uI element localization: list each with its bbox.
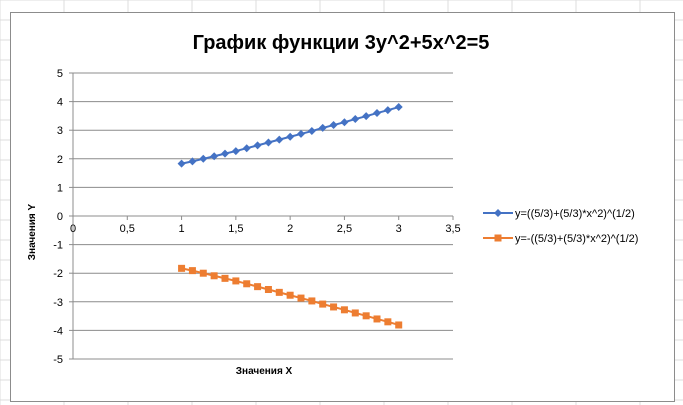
data-point xyxy=(275,135,284,144)
data-point xyxy=(243,280,251,288)
legend-marker xyxy=(494,209,502,217)
legend-label: y=-((5/3)+(5/3)*x^2)^(1/2) xyxy=(515,233,638,245)
data-point xyxy=(394,103,403,112)
data-point xyxy=(286,291,294,299)
data-point xyxy=(232,277,240,285)
data-point xyxy=(286,132,295,141)
data-point xyxy=(395,321,403,329)
data-point xyxy=(177,159,186,168)
data-point xyxy=(210,272,218,280)
data-point xyxy=(362,312,370,320)
data-point xyxy=(242,144,251,153)
y-tick-label: -3 xyxy=(53,297,63,309)
y-tick-label: 3 xyxy=(57,125,63,137)
y-axis-title: Значения Y xyxy=(27,203,38,260)
data-point xyxy=(351,115,360,124)
data-point xyxy=(319,300,327,308)
x-tick-labels: 0 0,5 1 1,5 2 2,5 3 3,5 xyxy=(70,223,461,235)
data-point xyxy=(221,274,229,282)
data-point xyxy=(340,306,348,314)
data-point xyxy=(210,152,219,161)
data-point xyxy=(188,157,197,166)
legend[interactable]: y=((5/3)+(5/3)*x^2)^(1/2) y=-((5/3)+(5/3)… xyxy=(483,208,638,245)
legend-marker xyxy=(494,234,502,242)
data-point xyxy=(329,121,338,130)
x-tick-label: 3 xyxy=(396,223,402,235)
y-tick-label: 2 xyxy=(57,154,63,166)
x-tick-label: 0 xyxy=(70,223,76,235)
y-tick-label: 1 xyxy=(57,182,63,194)
data-point xyxy=(384,318,392,326)
x-tick-label: 2 xyxy=(287,223,293,235)
data-point xyxy=(264,286,272,294)
y-tick-labels: -5 -4 -3 -2 -1 0 1 2 3 4 5 xyxy=(53,68,63,366)
data-point xyxy=(188,267,196,275)
data-point xyxy=(254,283,262,291)
y-tick-label: 4 xyxy=(57,97,63,109)
data-point xyxy=(253,141,262,150)
chart-area[interactable]: График функции 3y^2+5x^2=5 -5 -4 -3 -2 -1 0 1 2… xyxy=(10,12,675,402)
chart-canvas: График функции 3y^2+5x^2=5 -5 -4 -3 -2 -1 0 1 2… xyxy=(27,32,638,377)
data-point xyxy=(373,109,381,118)
data-point xyxy=(330,303,338,311)
data-point xyxy=(199,269,207,277)
y-tick-label: -5 xyxy=(53,354,63,366)
chart-title: График функции 3y^2+5x^2=5 xyxy=(193,32,490,54)
data-point xyxy=(383,106,392,115)
data-point xyxy=(178,264,186,272)
data-point xyxy=(308,297,316,305)
data-point xyxy=(373,315,381,323)
data-point xyxy=(351,309,359,317)
y-tick-label: 5 xyxy=(57,68,63,80)
y-tick-label: 0 xyxy=(57,211,63,223)
axes xyxy=(69,72,454,360)
gridlines xyxy=(73,72,453,360)
series-1[interactable] xyxy=(177,103,403,168)
x-tick-label: 2,5 xyxy=(337,223,352,235)
x-tick-label: 1,5 xyxy=(228,223,243,235)
legend-item[interactable]: y=-((5/3)+(5/3)*x^2)^(1/2) xyxy=(483,233,638,245)
legend-label: y=((5/3)+(5/3)*x^2)^(1/2) xyxy=(515,208,635,220)
x-tick-label: 0,5 xyxy=(120,223,135,235)
data-point xyxy=(362,112,371,121)
y-tick-label: -4 xyxy=(53,325,63,337)
data-point xyxy=(340,118,349,127)
y-tick-label: -1 xyxy=(53,240,63,252)
data-point xyxy=(318,123,327,132)
x-tick-label: 3,5 xyxy=(445,223,460,235)
series-layer xyxy=(177,103,403,329)
series-2[interactable] xyxy=(178,264,403,329)
data-point xyxy=(275,288,283,296)
data-point xyxy=(297,294,305,302)
data-point xyxy=(221,149,229,158)
x-tick-label: 1 xyxy=(179,223,185,235)
data-point xyxy=(199,154,208,163)
y-tick-label: -2 xyxy=(53,268,63,280)
legend-item[interactable]: y=((5/3)+(5/3)*x^2)^(1/2) xyxy=(483,208,635,220)
data-point xyxy=(307,127,316,136)
x-axis-title: Значения X xyxy=(236,366,293,377)
data-point xyxy=(231,147,240,156)
data-point xyxy=(264,138,273,147)
data-point xyxy=(297,129,305,138)
